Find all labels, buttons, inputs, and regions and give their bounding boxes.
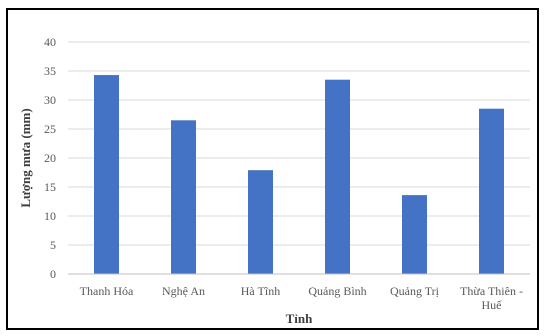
bar	[248, 170, 273, 274]
y-tick-label: 25	[44, 122, 56, 136]
y-tick-label: 35	[44, 64, 56, 78]
bar	[325, 79, 350, 274]
y-axis-ticks: 0 5 10 15 20 25 30 35 40	[44, 35, 56, 281]
y-tick-label: 30	[44, 93, 56, 107]
bars	[94, 75, 504, 274]
x-axis-title: Tỉnh	[286, 311, 314, 326]
x-tick-label: Quảng Trị	[390, 284, 440, 298]
x-axis-ticks: Thanh Hóa Nghệ An Hà Tĩnh Quảng Bình Quảng T…	[68, 273, 530, 312]
gridlines	[68, 41, 530, 275]
x-tick-label: Thừa Thiên -Huế	[460, 284, 523, 312]
bar	[94, 75, 119, 274]
y-tick-label: 20	[44, 151, 56, 165]
y-tick-label: 15	[44, 180, 56, 194]
y-axis-title: Lượng mưa (mm)	[18, 108, 33, 207]
x-tick-label: Hà Tĩnh	[241, 284, 280, 298]
y-tick-label: 0	[50, 267, 56, 281]
y-tick-label: 40	[44, 35, 56, 49]
y-tick-label: 10	[44, 209, 56, 223]
bar	[479, 108, 504, 274]
x-tick-label: Nghệ An	[162, 284, 205, 298]
bar	[402, 195, 427, 274]
x-tick-label: Thanh Hóa	[80, 284, 134, 298]
bar	[171, 120, 196, 274]
x-tick-label: Quảng Bình	[308, 284, 366, 298]
y-tick-label: 5	[50, 238, 56, 252]
